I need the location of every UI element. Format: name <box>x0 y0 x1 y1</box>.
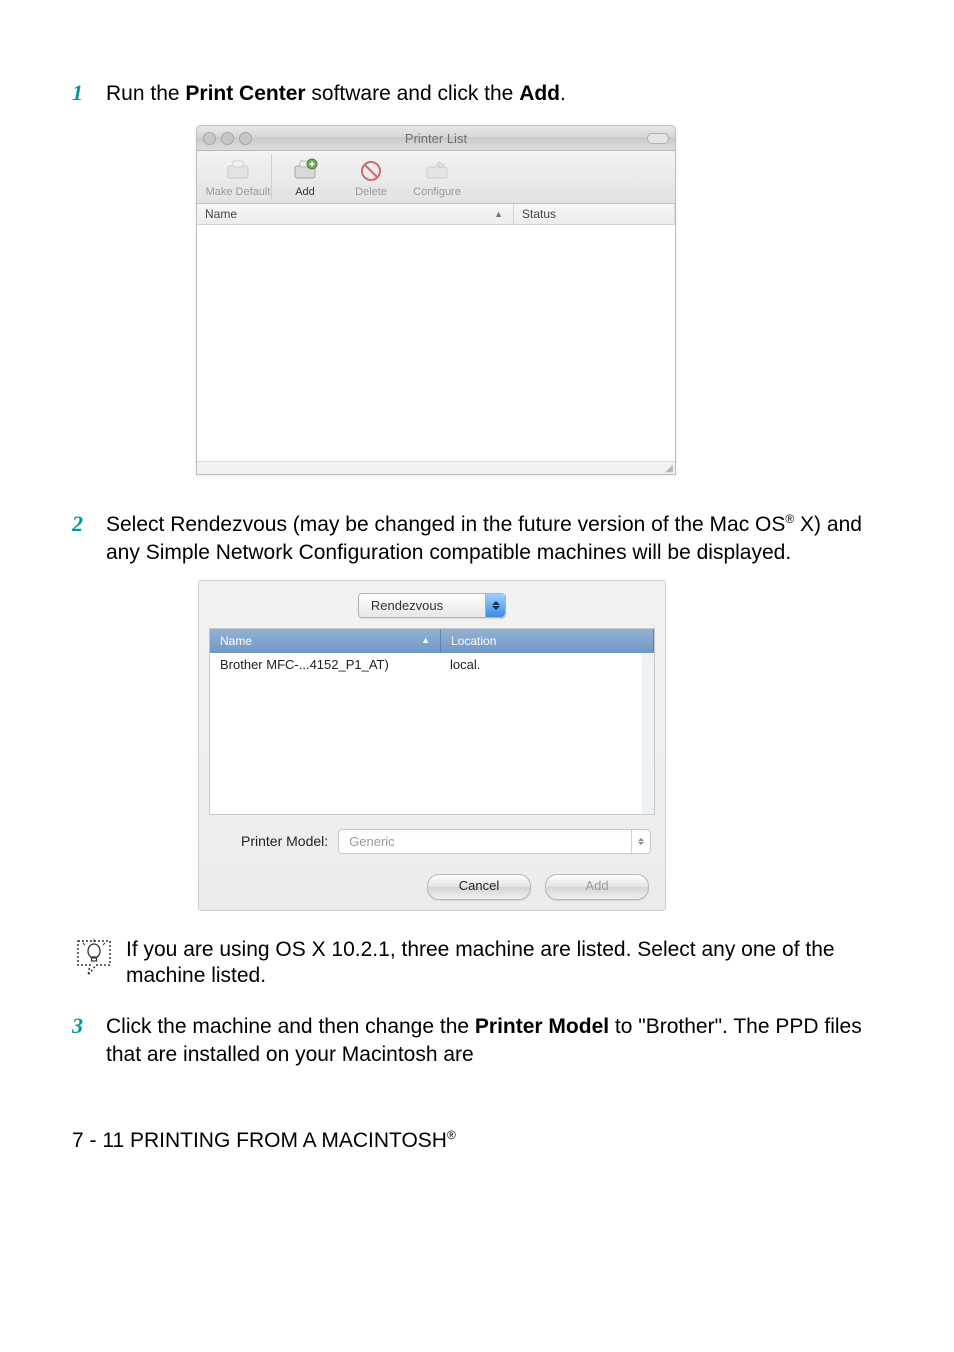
step-2-number: 2 <box>72 511 106 566</box>
step1-bold2: Add <box>519 82 560 105</box>
step-2: 2 Select Rendezvous (may be changed in t… <box>72 511 882 566</box>
list-header: Name▲ Status <box>197 204 675 225</box>
info-note: If you are using OS X 10.2.1, three mach… <box>72 935 882 990</box>
table-row[interactable]: Brother MFC-...4152_P1_AT) local. <box>210 653 654 676</box>
page-footer: 7 - 11 PRINTING FROM A MACINTOSH® <box>72 1128 882 1153</box>
connection-type-value: Rendezvous <box>359 598 485 613</box>
list-body <box>197 225 675 461</box>
footer-text: 7 - 11 PRINTING FROM A MACINTOSH <box>72 1129 447 1152</box>
step-1-number: 1 <box>72 80 106 107</box>
info-note-text: If you are using OS X 10.2.1, three mach… <box>126 935 882 990</box>
row-location: local. <box>440 653 654 676</box>
cancel-button[interactable]: Cancel <box>427 874 531 900</box>
step1-bold1: Print Center <box>185 82 305 105</box>
sort-ascending-icon: ▲ <box>494 209 503 219</box>
step3-pre: Click the machine and then change the <box>106 1015 475 1038</box>
printer-model-label: Printer Model: <box>241 833 328 849</box>
step1-pre: Run the <box>106 82 185 105</box>
sort-ascending-icon: ▲ <box>421 635 430 645</box>
printer-model-popup[interactable]: Generic <box>338 829 651 854</box>
resize-handle[interactable]: ◢ <box>197 461 675 474</box>
add-label: Add <box>295 186 315 198</box>
header-status[interactable]: Status <box>514 204 675 224</box>
window-toolbar: Make Default Add Delete Configure <box>197 151 675 204</box>
header-name[interactable]: Name▲ <box>197 204 514 224</box>
make-default-button: Make Default <box>205 156 271 198</box>
step1-post: . <box>560 82 566 105</box>
make-default-label: Make Default <box>206 186 271 198</box>
lightbulb-icon <box>72 935 116 990</box>
connection-type-popup[interactable]: Rendezvous <box>358 593 506 618</box>
row-name: Brother MFC-...4152_P1_AT) <box>210 653 440 676</box>
delete-label: Delete <box>355 186 387 198</box>
step-2-text: Select Rendezvous (may be changed in the… <box>106 511 882 566</box>
delete-button: Delete <box>338 156 404 198</box>
step-3: 3 Click the machine and then change the … <box>72 1013 882 1068</box>
step-1: 1 Run the Print Center software and clic… <box>72 80 882 107</box>
configure-label: Configure <box>413 186 461 198</box>
printer-list-screenshot: Printer List Make Default Add Delete <box>196 125 676 475</box>
add-printer-button: Add <box>545 874 649 900</box>
stepper-arrows-icon <box>631 830 650 853</box>
registered-mark: ® <box>785 512 794 526</box>
window-titlebar: Printer List <box>197 126 675 151</box>
printer-table: Name▲ Location Brother MFC-...4152_P1_AT… <box>209 628 655 815</box>
table-header-location[interactable]: Location <box>441 629 654 653</box>
printer-model-value: Generic <box>339 834 631 849</box>
add-button[interactable]: Add <box>272 156 338 198</box>
popup-arrows-icon <box>485 594 505 617</box>
step3-bold: Printer Model <box>475 1015 609 1038</box>
footer-registered-mark: ® <box>447 1128 456 1142</box>
configure-button: Configure <box>404 156 470 198</box>
step1-mid: software and click the <box>306 82 520 105</box>
table-header-name[interactable]: Name▲ <box>210 629 441 653</box>
step-3-text: Click the machine and then change the Pr… <box>106 1013 882 1068</box>
step-1-text: Run the Print Center software and click … <box>106 80 566 107</box>
window-title: Printer List <box>197 131 675 146</box>
step-3-number: 3 <box>72 1013 106 1068</box>
rendezvous-screenshot: Rendezvous Name▲ Location Brother MFC-..… <box>198 580 666 911</box>
step2-line1: Select Rendezvous (may be changed in the… <box>106 513 785 536</box>
